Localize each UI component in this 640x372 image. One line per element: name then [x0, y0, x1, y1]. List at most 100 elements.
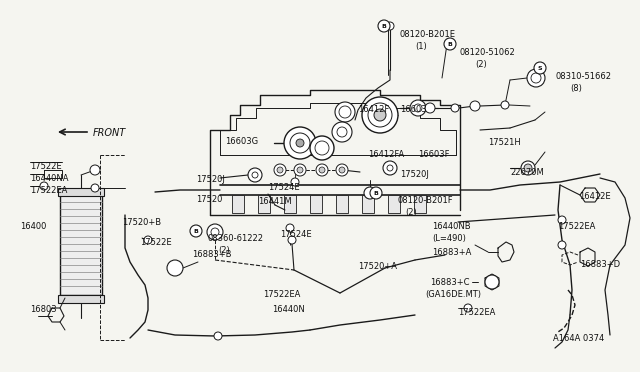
Text: 22670M: 22670M: [510, 168, 544, 177]
Circle shape: [374, 109, 386, 121]
Text: 17522E: 17522E: [30, 162, 61, 171]
Circle shape: [527, 69, 545, 87]
Text: (2): (2): [218, 246, 230, 255]
Circle shape: [337, 127, 347, 137]
Text: 17521H: 17521H: [488, 138, 521, 147]
Text: A164A 0374: A164A 0374: [553, 334, 604, 343]
Text: 16400: 16400: [20, 222, 46, 231]
Circle shape: [335, 102, 355, 122]
Text: 17520J: 17520J: [196, 175, 225, 184]
Circle shape: [290, 133, 310, 153]
Circle shape: [524, 164, 532, 172]
Circle shape: [332, 122, 352, 142]
Text: 08310-51662: 08310-51662: [555, 72, 611, 81]
Circle shape: [362, 97, 398, 133]
Text: 16603: 16603: [400, 105, 427, 114]
Circle shape: [386, 22, 394, 30]
Circle shape: [211, 228, 219, 236]
Circle shape: [378, 20, 390, 32]
Circle shape: [339, 106, 351, 118]
Bar: [284, 195, 296, 213]
Text: 16603F: 16603F: [418, 150, 449, 159]
Circle shape: [144, 236, 152, 244]
Text: 17520+B: 17520+B: [122, 218, 161, 227]
Circle shape: [444, 38, 456, 50]
Text: 08120-B201E: 08120-B201E: [400, 30, 456, 39]
Bar: [60, 190, 102, 295]
Circle shape: [91, 184, 99, 192]
Circle shape: [296, 139, 304, 147]
Text: 17520+A: 17520+A: [358, 262, 397, 271]
Circle shape: [558, 216, 566, 224]
Circle shape: [464, 304, 472, 312]
Text: 17522EA: 17522EA: [558, 222, 595, 231]
Circle shape: [167, 260, 183, 276]
Bar: [388, 195, 400, 213]
Bar: [258, 195, 270, 213]
Text: B: B: [381, 23, 387, 29]
Text: (GA16DE.MT): (GA16DE.MT): [425, 290, 481, 299]
Circle shape: [451, 104, 459, 112]
Circle shape: [531, 73, 541, 83]
Circle shape: [339, 167, 345, 173]
Circle shape: [410, 100, 426, 116]
Text: 08360-61222: 08360-61222: [208, 234, 264, 243]
Text: 16603G: 16603G: [225, 137, 258, 146]
Bar: [362, 195, 374, 213]
Text: 08120-B201F: 08120-B201F: [398, 196, 454, 205]
Text: 16883+B: 16883+B: [192, 250, 232, 259]
Circle shape: [190, 225, 202, 237]
Text: 17522EA: 17522EA: [263, 290, 300, 299]
Circle shape: [297, 167, 303, 173]
Text: 16883+A: 16883+A: [432, 248, 472, 257]
Bar: [336, 195, 348, 213]
Text: 16803: 16803: [30, 305, 56, 314]
Circle shape: [485, 275, 499, 289]
Circle shape: [207, 224, 223, 240]
Bar: [310, 195, 322, 213]
Text: 17524E: 17524E: [268, 183, 300, 192]
Circle shape: [248, 168, 262, 182]
Text: 16412FA: 16412FA: [368, 150, 404, 159]
Circle shape: [383, 161, 397, 175]
Text: 16883+D: 16883+D: [580, 260, 620, 269]
Circle shape: [521, 161, 535, 175]
Text: 17522EA: 17522EA: [458, 308, 495, 317]
Text: 16440NB: 16440NB: [432, 222, 470, 231]
Circle shape: [316, 164, 328, 176]
Circle shape: [387, 165, 393, 171]
Circle shape: [501, 101, 509, 109]
Circle shape: [40, 182, 48, 190]
Circle shape: [288, 236, 296, 244]
Circle shape: [214, 332, 222, 340]
Bar: [58, 295, 104, 303]
Text: 16412F: 16412F: [358, 105, 389, 114]
Circle shape: [425, 103, 435, 113]
Circle shape: [277, 167, 283, 173]
Text: (8): (8): [570, 84, 582, 93]
Circle shape: [364, 187, 376, 199]
Text: 16412E: 16412E: [579, 192, 611, 201]
Text: (2): (2): [405, 208, 417, 217]
Text: B: B: [193, 228, 198, 234]
Text: 17520J: 17520J: [400, 170, 429, 179]
Text: B: B: [447, 42, 452, 46]
Circle shape: [90, 165, 100, 175]
Text: 16441M: 16441M: [258, 197, 292, 206]
Circle shape: [470, 101, 480, 111]
Text: (1): (1): [415, 42, 427, 51]
Circle shape: [274, 164, 286, 176]
Bar: [232, 195, 244, 213]
Bar: [58, 188, 104, 196]
Circle shape: [370, 187, 382, 199]
Circle shape: [252, 172, 258, 178]
Circle shape: [294, 164, 306, 176]
Text: 16440N: 16440N: [272, 305, 305, 314]
Circle shape: [558, 241, 566, 249]
Circle shape: [319, 167, 325, 173]
Text: 08120-51062: 08120-51062: [460, 48, 516, 57]
Text: 16440NA: 16440NA: [30, 174, 68, 183]
Text: 16883+C: 16883+C: [430, 278, 470, 287]
Text: S: S: [538, 65, 542, 71]
Text: (2): (2): [475, 60, 487, 69]
